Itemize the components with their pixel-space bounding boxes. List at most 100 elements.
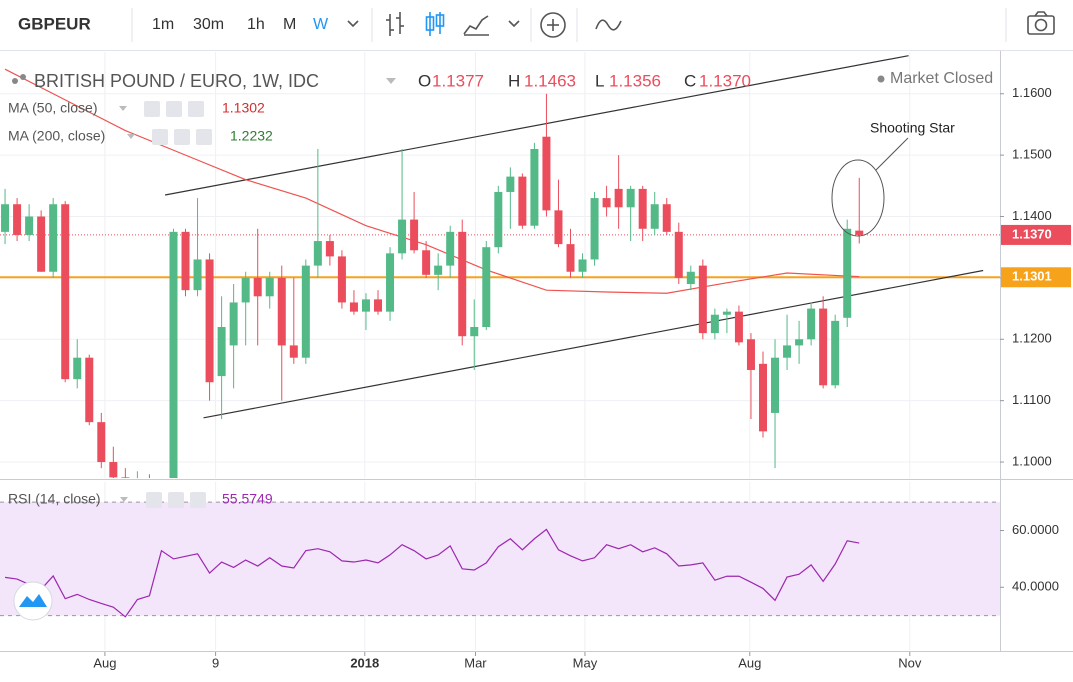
candle-body <box>181 231 190 291</box>
indicator-value: 1.2232 <box>230 128 273 144</box>
candle-body <box>61 204 70 380</box>
candle-body <box>37 216 46 272</box>
candle-body <box>422 250 431 275</box>
ohlc-value: 1.1370 <box>699 71 751 90</box>
candle-body <box>758 363 767 432</box>
indicator-controls[interactable] <box>144 101 204 117</box>
logo-button[interactable] <box>13 581 53 621</box>
y-tick-label: 1.1400 <box>1012 208 1052 223</box>
interval-button[interactable]: M <box>283 16 296 33</box>
candle-body <box>795 339 804 346</box>
legend-icon <box>12 78 18 84</box>
candle-body <box>650 204 659 229</box>
chart-title: BRITISH POUND / EURO, 1W, IDC <box>34 71 319 91</box>
candle-body <box>398 219 407 254</box>
candle-body <box>446 231 455 266</box>
candle-body <box>698 265 707 334</box>
ohlc-value: 1.1377 <box>432 71 484 90</box>
candle-body <box>193 259 202 291</box>
rsi-pane <box>0 501 1000 618</box>
ohlc-name: H <box>508 71 520 90</box>
candle-body <box>734 311 743 343</box>
candle-body <box>494 191 503 248</box>
x-tick-label: Aug <box>93 655 116 670</box>
symbol[interactable]: GBPEUR <box>18 14 91 33</box>
toolbar-bg <box>0 0 1073 50</box>
candle-body <box>674 231 683 278</box>
ohlc-name: O <box>418 71 431 90</box>
candle-body <box>578 259 587 272</box>
candle-body <box>277 277 286 346</box>
candle-body <box>169 231 178 478</box>
rsi-legend: RSI (14, close) 55.5749 <box>8 491 273 508</box>
main-pane <box>0 55 1000 478</box>
status-dot <box>877 75 885 83</box>
indicator-value: 55.5749 <box>222 491 273 507</box>
trendline <box>203 269 984 419</box>
candles-icon[interactable] <box>425 12 445 36</box>
indicator-name: RSI (14, close) <box>8 491 101 507</box>
dropdown-icon[interactable] <box>386 78 396 84</box>
y-tick-label: 1.1600 <box>1012 85 1052 100</box>
dropdown-icon[interactable] <box>347 20 359 28</box>
candle-body <box>807 308 816 340</box>
price-label-bg <box>1001 224 1071 245</box>
rsi-band <box>0 502 1000 616</box>
candle-body <box>470 326 479 337</box>
candle-body <box>241 277 250 303</box>
x-tick-label: Nov <box>898 655 922 670</box>
main-legend: BRITISH POUND / EURO, 1W, IDC O 1.1377 H… <box>8 70 993 145</box>
y-tick-label: 40.0000 <box>1012 579 1059 594</box>
candle-body <box>602 198 611 208</box>
candle-body <box>313 241 322 266</box>
trendline <box>164 55 909 196</box>
interval-button[interactable]: W <box>313 16 329 33</box>
y-tick-label: 1.1000 <box>1012 453 1052 468</box>
annotation-text: Shooting Star <box>870 120 955 136</box>
area-icon[interactable] <box>463 15 489 36</box>
candle-body <box>13 204 22 235</box>
candle-body <box>482 247 491 327</box>
x-tick-label: 2018 <box>350 655 379 670</box>
y-tick-label: 1.1200 <box>1012 331 1052 346</box>
candle-body <box>590 198 599 260</box>
interval-button[interactable]: 1h <box>247 16 265 33</box>
candle-body <box>205 259 214 383</box>
candle-body <box>337 256 346 303</box>
candle-body <box>325 241 334 257</box>
interval-button[interactable]: 1m <box>152 16 174 33</box>
candle-body <box>614 188 623 208</box>
price-label: 1.1370 <box>1012 226 1052 241</box>
candle-body <box>843 228 852 318</box>
candle-body <box>97 422 106 463</box>
dropdown-icon[interactable] <box>120 497 128 502</box>
bars-icon[interactable] <box>386 12 404 36</box>
snapshot-icon[interactable] <box>1027 11 1055 35</box>
dropdown-icon[interactable] <box>119 106 127 111</box>
toolbar: GBPEUR 1m 30m 1h M W <box>0 0 1073 51</box>
add-indicator-icon[interactable] <box>540 12 566 38</box>
candle-body <box>710 314 719 334</box>
y-tick-label: 1.1500 <box>1012 147 1052 162</box>
candle-body <box>49 204 58 272</box>
candle-body <box>361 299 370 312</box>
axes: Aug 9 2018 Mar May Aug Nov 1.1000 1.1100 1.1200 1.… <box>93 85 1071 670</box>
candle-body <box>662 204 671 232</box>
ohlc-name: C <box>684 71 696 90</box>
legend-icon <box>20 74 26 80</box>
candle-body <box>771 357 780 413</box>
rsi-line <box>4 528 860 618</box>
indicator-controls[interactable] <box>146 492 206 508</box>
candle-body <box>1 204 10 232</box>
dropdown-icon[interactable] <box>127 134 135 139</box>
candle-body <box>686 271 695 285</box>
dropdown-icon[interactable] <box>508 20 520 28</box>
compare-icon[interactable] <box>595 19 622 31</box>
candle-body <box>434 265 443 275</box>
indicator-controls[interactable] <box>152 129 212 145</box>
candle-body <box>626 188 635 208</box>
interval-button[interactable]: 30m <box>193 16 224 33</box>
candle-body <box>530 148 539 226</box>
ohlc-value: 1.1463 <box>524 71 576 90</box>
candle-body <box>819 308 828 386</box>
